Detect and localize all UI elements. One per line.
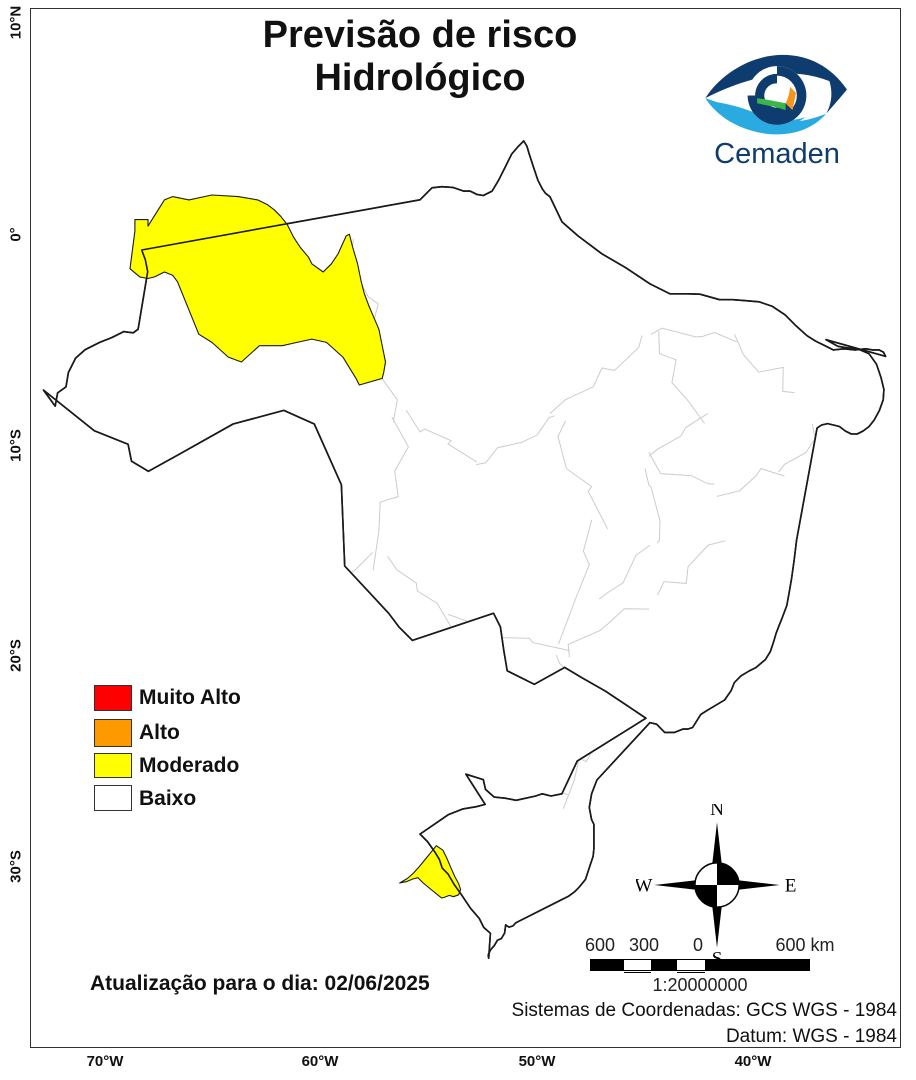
svg-text:W: W: [636, 876, 653, 897]
svg-text:E: E: [785, 876, 797, 897]
svg-text:N: N: [710, 804, 724, 820]
